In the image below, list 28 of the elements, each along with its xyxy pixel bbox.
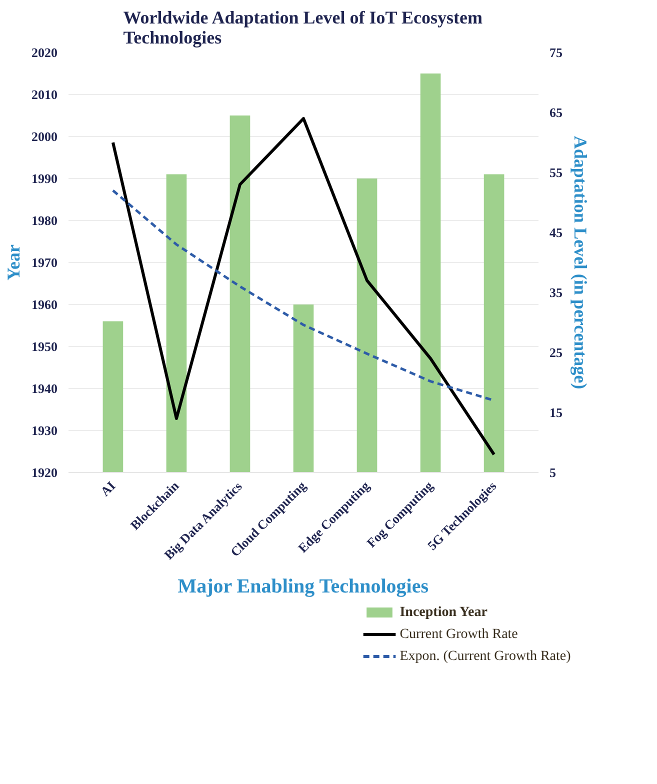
y-tick-label: 1990 bbox=[32, 171, 58, 186]
x-tick-label: AI bbox=[97, 478, 118, 500]
y-tick-label: 1950 bbox=[32, 339, 58, 354]
chart-title: Worldwide Adaptation Level of IoT Ecosystem Technologies bbox=[123, 8, 482, 48]
y2-tick-label: 65 bbox=[550, 105, 563, 120]
x-axis-title: Major Enabling Technologies bbox=[178, 576, 429, 598]
y2-tick-label: 45 bbox=[550, 225, 563, 240]
y2-tick-label: 5 bbox=[550, 465, 556, 480]
y2-tick-label: 55 bbox=[550, 165, 563, 180]
y-tick-label: 1970 bbox=[32, 255, 58, 270]
y-tick-label: 1930 bbox=[32, 423, 58, 438]
y2-tick-label: 35 bbox=[550, 285, 563, 300]
y-tick-label: 1980 bbox=[32, 213, 58, 228]
line-series bbox=[111, 117, 496, 456]
y-tick-label: 1960 bbox=[32, 297, 58, 312]
legend-label: Expon. (Current Growth Rate) bbox=[400, 649, 572, 664]
y-tick-label: 2020 bbox=[32, 45, 58, 60]
y2-tick-label: 15 bbox=[550, 405, 563, 420]
y2-tick-label: 25 bbox=[550, 345, 563, 360]
y-tick-label: 2000 bbox=[32, 129, 58, 144]
y-axis-title: Year bbox=[4, 244, 24, 280]
y-tick-label: 1940 bbox=[32, 381, 58, 396]
legend-label: Current Growth Rate bbox=[400, 627, 518, 642]
y-tick-label: 1920 bbox=[32, 465, 58, 480]
legend-label: Inception Year bbox=[400, 605, 488, 620]
y-tick-label: 2010 bbox=[32, 87, 58, 102]
y2-axis-title: Adaptation Level (in percentage) bbox=[570, 136, 590, 390]
y2-tick-label: 75 bbox=[550, 45, 563, 60]
